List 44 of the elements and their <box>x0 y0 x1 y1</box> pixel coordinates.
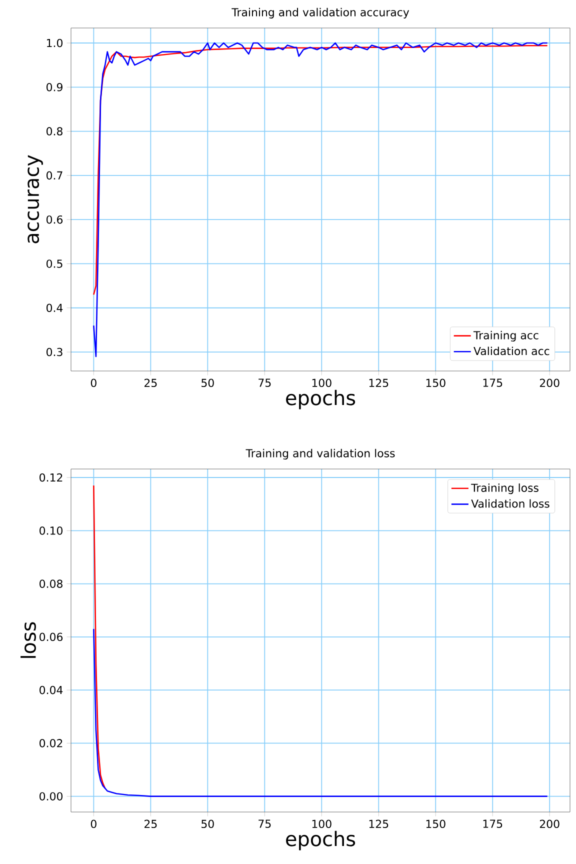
x-tick-label: 175 <box>483 820 502 828</box>
x-tick-label: 150 <box>426 820 446 828</box>
x-axis-title: epochs <box>286 390 356 410</box>
x-tick-label: 25 <box>144 820 157 828</box>
legend-label: Validation acc <box>474 346 550 356</box>
legend-label: Training loss <box>471 483 538 494</box>
x-tick-label: 200 <box>540 820 560 828</box>
legend-label: Validation loss <box>471 499 550 508</box>
x-tick-label: 125 <box>369 378 388 388</box>
y-tick-label: 0.4 <box>46 304 63 312</box>
y-axis-title: accuracy <box>28 155 43 244</box>
y-tick-label: 0.06 <box>40 632 63 642</box>
x-tick-label: 50 <box>202 378 214 388</box>
chart-title: Training and validation loss <box>246 448 395 460</box>
y-tick-label: 0.10 <box>40 526 62 535</box>
chart-title: Training and validation accuracy <box>232 8 410 18</box>
y-tick-label: 0.02 <box>40 739 62 748</box>
x-tick-label: 75 <box>258 820 271 828</box>
x-tick-label: 0 <box>90 820 96 828</box>
x-tick-label: 50 <box>202 820 214 828</box>
x-tick-label: 125 <box>369 820 388 828</box>
y-tick-label: 0.7 <box>46 171 62 180</box>
y-tick-label: 0.5 <box>46 260 62 268</box>
y-tick-label: 0.12 <box>40 473 62 482</box>
x-tick-label: 175 <box>483 378 502 387</box>
legend-label: Training acc <box>473 330 538 342</box>
x-tick-label: 75 <box>258 378 271 387</box>
y-tick-label: 0.8 <box>46 127 62 136</box>
x-tick-label: 25 <box>144 378 157 388</box>
y-tick-label: 0.3 <box>46 348 62 356</box>
line-series <box>93 484 106 790</box>
x-tick-label: 200 <box>540 378 560 388</box>
x-axis-title: epochs <box>286 830 356 850</box>
y-tick-label: 0.04 <box>40 686 63 694</box>
y-tick-label: 0.00 <box>40 792 62 800</box>
x-tick-label: 0 <box>90 378 96 388</box>
x-tick-label: 100 <box>312 820 332 828</box>
x-tick-label: 100 <box>312 378 332 388</box>
y-tick-label: 0.08 <box>40 580 62 588</box>
y-axis-title: loss <box>20 622 36 658</box>
y-tick-label: 0.6 <box>46 215 63 224</box>
y-tick-label: 1.0 <box>47 38 62 48</box>
y-tick-label: 0.9 <box>46 83 62 92</box>
x-tick-label: 150 <box>426 378 446 388</box>
